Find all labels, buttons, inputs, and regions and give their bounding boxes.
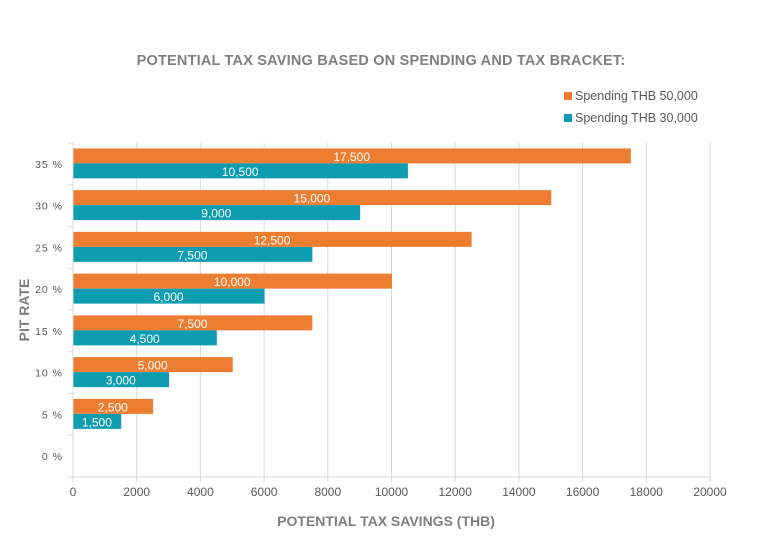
data-label: 10,000 — [214, 275, 251, 289]
data-label: 12,500 — [254, 233, 291, 247]
x-tick-label: 2000 — [123, 485, 150, 499]
y-tick-label: 15 % — [35, 326, 63, 338]
y-tick-label: 5 % — [42, 409, 63, 421]
chart-title: POTENTIAL TAX SAVING BASED ON SPENDING A… — [137, 53, 626, 69]
x-tick-label: 6000 — [251, 485, 278, 499]
x-tick-label: 18000 — [630, 485, 664, 499]
legend: Spending THB 50,000 Spending THB 30,000 — [564, 89, 698, 125]
data-label: 3,000 — [106, 374, 136, 388]
y-tick-label: 35 % — [35, 159, 63, 171]
bar — [73, 163, 408, 179]
y-axis-title: PIT RATE — [16, 279, 32, 342]
x-tick-label: 14000 — [502, 485, 536, 499]
legend-marker-spending-30000 — [564, 114, 572, 122]
data-label: 5,000 — [138, 359, 168, 373]
axes — [68, 142, 711, 482]
bar — [73, 246, 313, 262]
data-label: 2,500 — [98, 400, 128, 414]
data-label: 6,000 — [154, 290, 184, 304]
y-tick-label: 30 % — [35, 201, 63, 213]
bar — [73, 190, 552, 206]
x-tick-label: 4000 — [187, 485, 214, 499]
x-tick-label: 12000 — [439, 485, 473, 499]
bar — [73, 315, 313, 331]
bar — [73, 413, 122, 429]
data-label: 1,500 — [82, 415, 112, 429]
bar — [73, 148, 631, 164]
y-tick-label: 20 % — [35, 284, 63, 296]
y-tick-labels: 0 % 5 % 10 % 15 % 20 % 25 % 30 % 35 % — [35, 159, 63, 463]
bar — [73, 205, 361, 221]
x-tick-label: 20000 — [693, 485, 727, 499]
x-axis-title: POTENTIAL TAX SAVINGS (THB) — [277, 513, 495, 529]
y-tick-label: 10 % — [35, 368, 63, 380]
data-label: 10,500 — [222, 165, 259, 179]
legend-label-spending-30000: Spending THB 30,000 — [575, 111, 698, 125]
data-label: 7,500 — [177, 248, 207, 262]
bar — [73, 231, 472, 247]
bar — [73, 357, 233, 373]
bar — [73, 398, 154, 414]
data-label: 4,500 — [130, 332, 160, 346]
bar — [73, 330, 217, 346]
bar — [73, 288, 265, 304]
data-label: 9,000 — [201, 207, 231, 221]
legend-label-spending-50000: Spending THB 50,000 — [575, 89, 698, 103]
x-tick-label: 8000 — [314, 485, 341, 499]
x-tick-label: 0 — [70, 485, 77, 499]
x-tick-labels: 0 2000 4000 6000 8000 10000 12000 14000 16000 180… — [70, 485, 727, 499]
y-tick-label: 0 % — [42, 451, 63, 463]
legend-marker-spending-50000 — [564, 92, 572, 100]
bar — [73, 372, 170, 388]
y-tick-label: 25 % — [35, 242, 63, 254]
x-tick-label: 16000 — [566, 485, 600, 499]
data-label: 7,500 — [177, 317, 207, 331]
bar — [73, 273, 392, 289]
x-tick-label: 10000 — [375, 485, 409, 499]
data-label: 15,000 — [294, 192, 331, 206]
data-label: 17,500 — [333, 150, 370, 164]
